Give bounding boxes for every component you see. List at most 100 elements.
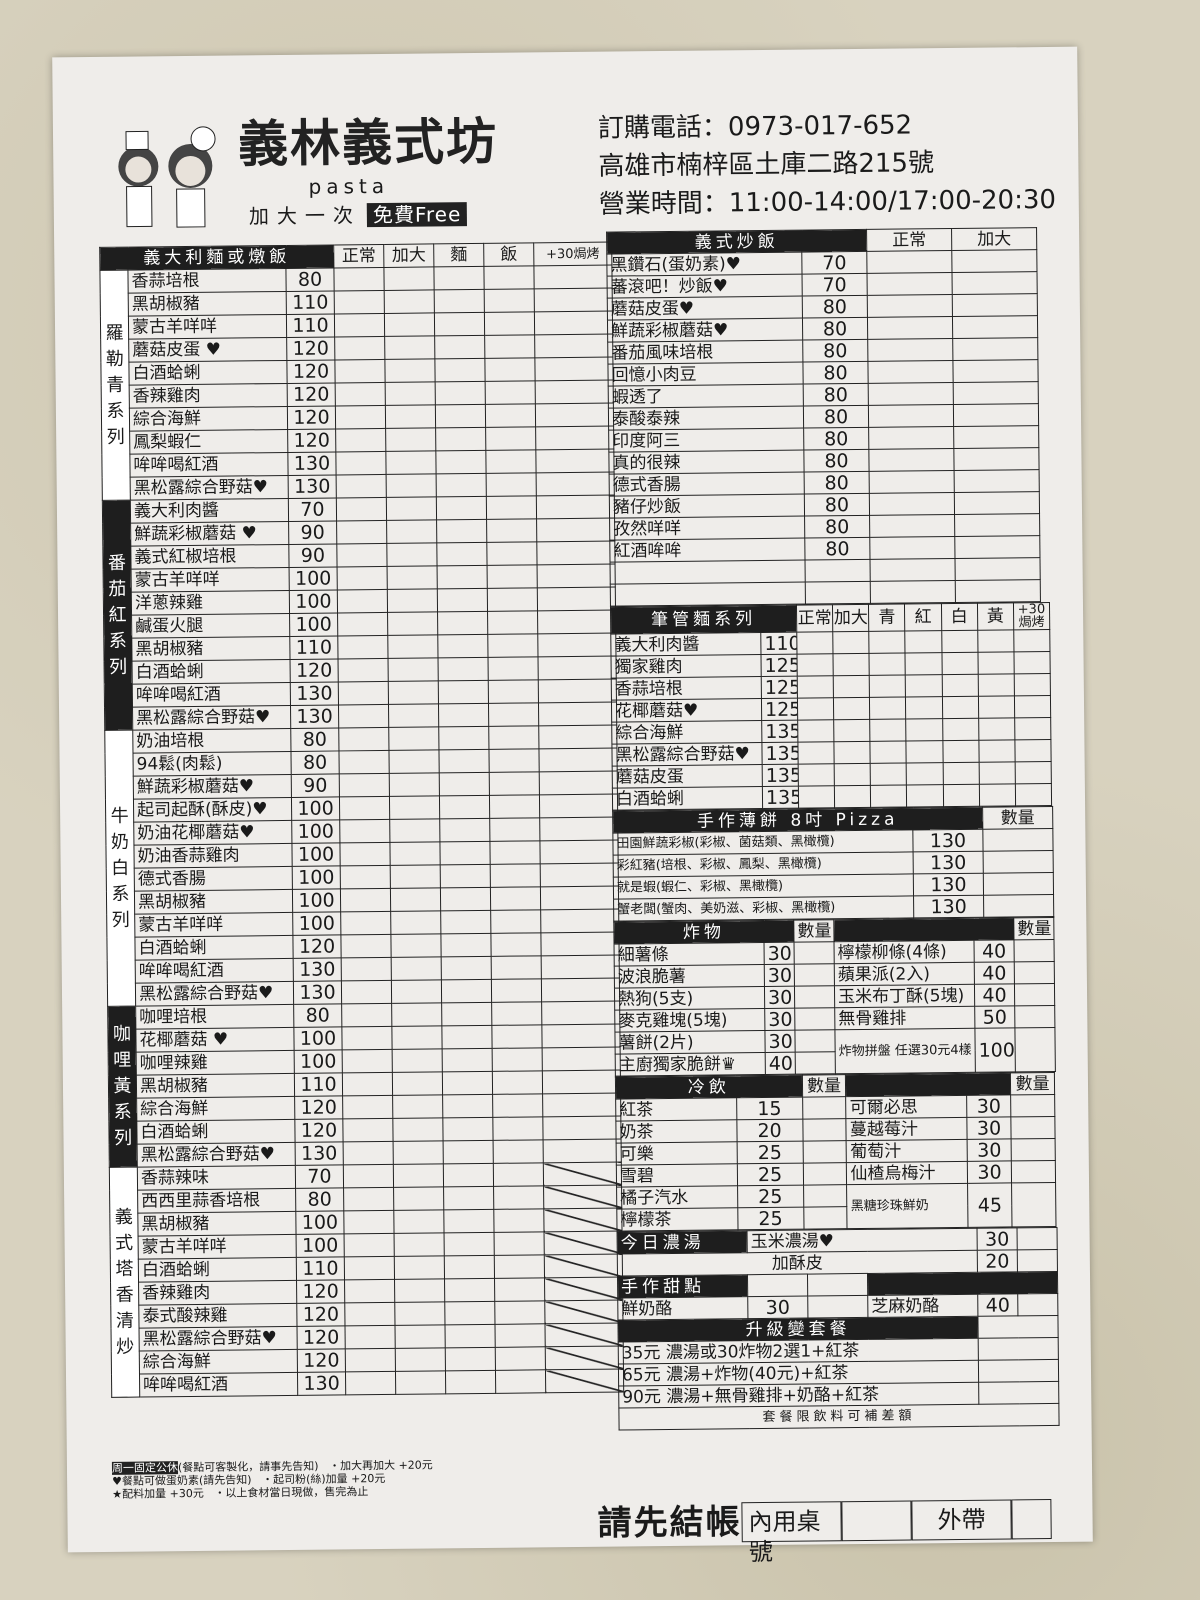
order-cell[interactable] <box>344 1302 396 1326</box>
order-cell[interactable] <box>391 956 442 981</box>
order-cell[interactable] <box>492 1093 543 1118</box>
order-cell[interactable] <box>389 795 440 820</box>
order-cell[interactable] <box>794 941 835 965</box>
order-cell[interactable] <box>437 634 489 658</box>
order-cell[interactable] <box>384 335 435 360</box>
order-cell[interactable] <box>435 427 486 451</box>
order-cell[interactable] <box>798 785 835 809</box>
order-cell[interactable] <box>438 657 489 681</box>
order-cell[interactable] <box>952 293 1038 317</box>
order-cell[interactable] <box>1014 673 1051 696</box>
order-cell[interactable] <box>542 1070 621 1094</box>
order-cell[interactable] <box>869 719 907 742</box>
order-cell[interactable] <box>541 955 620 979</box>
order-cell[interactable] <box>867 360 954 384</box>
order-cell[interactable] <box>870 784 908 808</box>
order-cell[interactable] <box>343 1164 394 1188</box>
order-cell[interactable] <box>540 932 620 956</box>
order-cell[interactable] <box>978 1381 1059 1405</box>
order-cell[interactable] <box>491 1001 542 1026</box>
order-cell[interactable] <box>492 1047 543 1072</box>
order-cell[interactable] <box>543 1139 622 1163</box>
order-cell[interactable] <box>489 817 540 842</box>
order-cell[interactable] <box>1014 695 1051 718</box>
order-cell[interactable] <box>541 978 620 1002</box>
order-cell[interactable] <box>489 840 541 865</box>
order-cell[interactable] <box>440 933 492 957</box>
order-cell[interactable] <box>340 911 391 935</box>
order-cell[interactable] <box>1014 717 1051 740</box>
order-cell[interactable] <box>977 673 1015 697</box>
order-cell[interactable] <box>953 403 1039 427</box>
order-cell[interactable] <box>1017 1227 1058 1250</box>
order-cell[interactable] <box>442 1071 493 1095</box>
order-cell[interactable] <box>486 472 537 497</box>
order-cell[interactable] <box>978 717 1015 741</box>
order-cell[interactable] <box>390 910 441 935</box>
order-cell[interactable] <box>439 795 490 819</box>
order-cell[interactable] <box>489 771 540 796</box>
order-cell[interactable] <box>484 334 535 359</box>
order-cell[interactable] <box>905 696 943 720</box>
order-cell[interactable] <box>493 1185 544 1210</box>
order-cell[interactable] <box>385 404 436 429</box>
order-cell[interactable] <box>906 740 943 763</box>
order-cell[interactable] <box>344 1279 395 1303</box>
order-cell[interactable] <box>389 772 440 797</box>
order-cell[interactable] <box>833 697 870 720</box>
order-cell[interactable] <box>1013 629 1050 652</box>
order-cell[interactable] <box>534 288 613 312</box>
order-cell[interactable] <box>394 1255 445 1280</box>
order-cell[interactable] <box>833 719 871 742</box>
order-cell[interactable] <box>394 1301 446 1326</box>
order-cell[interactable] <box>536 472 615 496</box>
order-cell[interactable] <box>341 980 392 1004</box>
order-cell[interactable] <box>335 382 386 406</box>
order-cell[interactable] <box>869 514 955 538</box>
order-cell[interactable] <box>1014 1005 1055 1028</box>
order-cell[interactable] <box>1013 939 1055 962</box>
order-cell[interactable] <box>390 933 442 958</box>
order-cell[interactable] <box>869 492 955 516</box>
order-cell[interactable] <box>979 783 1016 807</box>
order-cell[interactable] <box>485 403 536 428</box>
order-cell[interactable] <box>941 630 978 653</box>
order-cell[interactable] <box>983 850 1054 874</box>
order-cell[interactable] <box>942 696 979 719</box>
order-cell[interactable] <box>539 817 618 841</box>
order-cell[interactable] <box>387 565 438 590</box>
order-cell[interactable] <box>441 1002 492 1026</box>
order-cell[interactable] <box>869 675 906 698</box>
order-cell[interactable] <box>440 864 491 888</box>
order-cell[interactable] <box>391 1025 443 1050</box>
order-cell[interactable] <box>388 680 439 705</box>
order-cell[interactable] <box>388 749 440 774</box>
order-cell[interactable] <box>870 558 956 582</box>
order-cell[interactable] <box>794 1007 835 1031</box>
order-cell[interactable] <box>387 588 438 613</box>
order-cell[interactable] <box>1014 961 1055 984</box>
order-cell[interactable] <box>487 610 538 635</box>
order-cell[interactable] <box>834 741 871 764</box>
order-cell[interactable] <box>337 612 388 636</box>
order-cell[interactable] <box>443 1140 494 1164</box>
order-cell[interactable] <box>1010 1116 1056 1139</box>
order-cell[interactable] <box>343 1141 394 1165</box>
order-cell[interactable] <box>436 496 487 520</box>
order-cell[interactable] <box>393 1209 445 1234</box>
order-cell[interactable] <box>445 1324 496 1348</box>
order-cell[interactable] <box>434 335 485 359</box>
order-cell[interactable] <box>484 288 535 313</box>
order-cell[interactable] <box>485 380 536 405</box>
order-cell[interactable] <box>488 725 539 750</box>
order-cell[interactable] <box>483 265 535 290</box>
order-cell[interactable] <box>485 449 537 474</box>
dine-in-table-field[interactable] <box>841 1500 912 1542</box>
order-cell[interactable] <box>393 1140 444 1165</box>
order-cell[interactable] <box>395 1370 446 1395</box>
order-cell[interactable] <box>803 1184 848 1208</box>
order-cell[interactable] <box>434 289 485 313</box>
order-cell[interactable] <box>435 450 487 474</box>
order-cell[interactable] <box>493 1139 544 1164</box>
order-cell[interactable] <box>494 1300 546 1325</box>
